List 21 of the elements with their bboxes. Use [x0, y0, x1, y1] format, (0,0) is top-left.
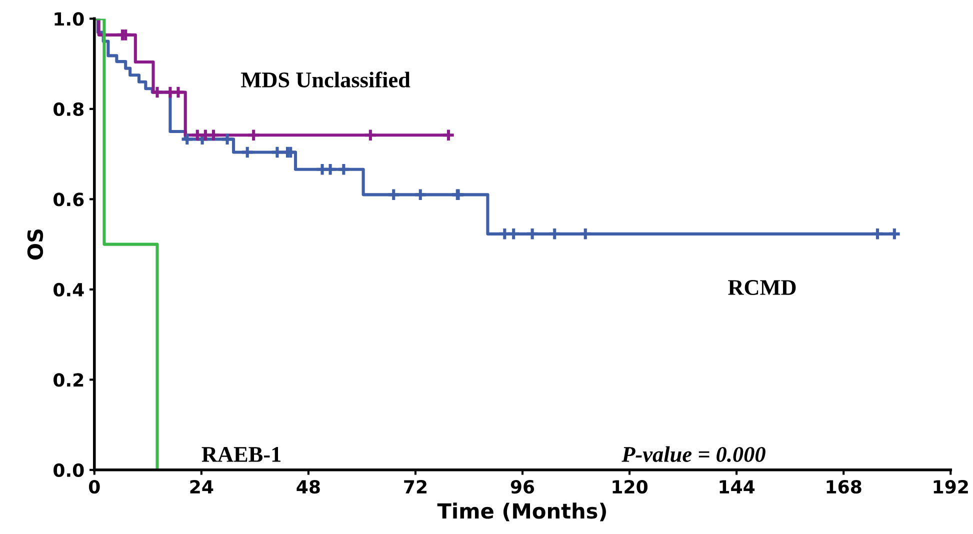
- y-tick-label: 0.0: [54, 463, 84, 478]
- y-tick-label: 0.6: [54, 192, 84, 206]
- x-tick-label: 168: [826, 480, 862, 494]
- text: RCMD: [728, 280, 796, 295]
- y-axis-title: OS: [27, 229, 44, 260]
- y-tick-label: 0.2: [54, 373, 84, 387]
- x-tick-label: 192: [934, 480, 968, 494]
- text: MDS Unclassified: [241, 72, 410, 88]
- x-tick-label: 48: [296, 480, 320, 494]
- x-tick-label: 120: [612, 480, 648, 494]
- annotation: P-value = 0.000: [622, 446, 766, 462]
- y-tick-label: 0.4: [54, 282, 84, 297]
- text: RAEB-1: [202, 447, 281, 462]
- y-tick-label: 1.0: [54, 12, 84, 26]
- x-tick-label: 96: [510, 480, 534, 494]
- x-axis-title: Time (Months): [437, 502, 606, 522]
- x-tick-label: 24: [190, 480, 214, 494]
- y-tick-label: 0.8: [54, 102, 84, 116]
- x-tick-label: 72: [404, 480, 426, 494]
- x-tick-label: 0: [88, 480, 100, 494]
- x-tick-label: 144: [720, 480, 755, 494]
